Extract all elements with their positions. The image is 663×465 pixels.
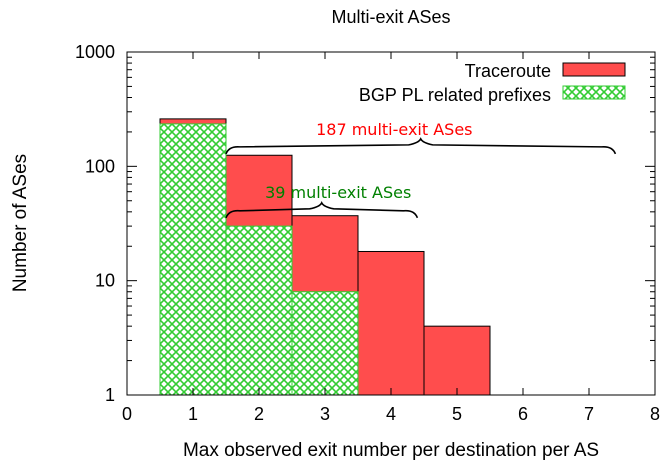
x-tick-label: 1 [188,404,198,424]
x-tick-label: 4 [386,404,396,424]
annotation-brace-187 [225,137,617,155]
legend-label-bgp-pl: BGP PL related prefixes [359,85,551,105]
legend: Traceroute BGP PL related prefixes [359,61,626,105]
legend-swatch-traceroute [562,62,626,77]
x-tick-label: 8 [650,404,660,424]
chart-title: Multi-exit ASes [331,7,450,27]
x-tick-label: 2 [254,404,264,424]
y-tick-label: 100 [85,156,115,176]
annotation-39-multi-exit: 39 multi-exit ASes [265,183,411,202]
x-tick-label: 6 [518,404,528,424]
legend-swatch-bgp-pl [562,85,626,100]
bar-bgp-pl-2 [225,225,293,396]
x-tick-label: 0 [122,404,132,424]
y-tick-label: 1000 [75,42,115,62]
x-tick-label: 3 [320,404,330,424]
legend-label-traceroute: Traceroute [465,61,551,81]
x-tick-label: 5 [452,404,462,424]
bar-traceroute-5 [423,325,491,396]
bar-traceroute-4 [357,250,425,396]
x-axis-label: Max observed exit number per destination… [183,440,599,461]
y-tick-label: 1 [105,385,115,405]
annotation-187-multi-exit: 187 multi-exit ASes [316,120,472,139]
bar-bgp-pl-1 [159,123,227,396]
annotation-brace-39 [225,201,419,219]
x-tick-label: 7 [584,404,594,424]
y-tick-label: 10 [95,271,115,291]
bar-bgp-pl-3 [291,291,359,396]
y-axis-label: Number of ASes [10,154,31,292]
